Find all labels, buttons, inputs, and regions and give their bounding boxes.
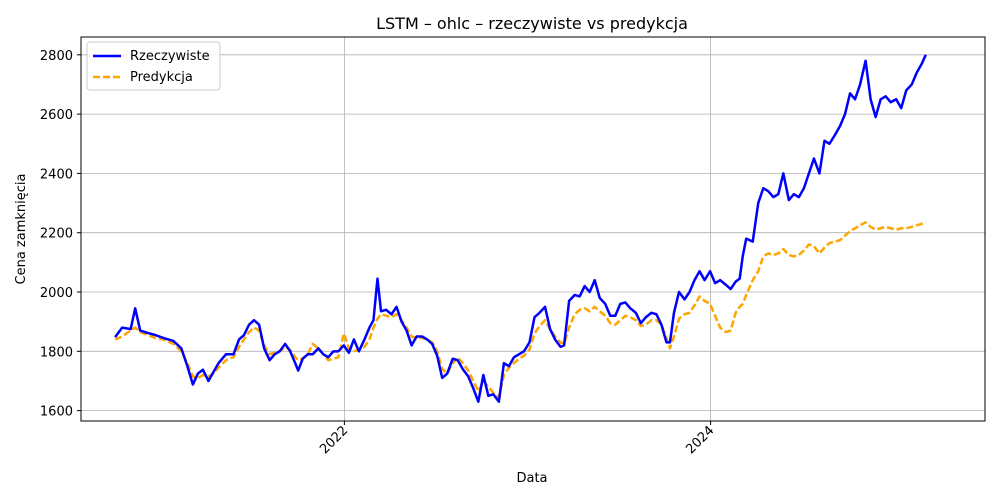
- y-tick-label: 1600: [40, 405, 73, 420]
- y-tick-label: 2200: [40, 227, 73, 242]
- y-tick-label: 2600: [40, 108, 73, 123]
- series-layer: [114, 54, 927, 403]
- plot-area-frame: [80, 36, 986, 422]
- grid: [81, 37, 985, 421]
- chart-title: LSTM – ohlc – rzeczywiste vs predykcja: [376, 14, 688, 33]
- legend: Rzeczywiste Predykcja: [86, 41, 221, 91]
- y-axis-title: Cena zamknięcia: [14, 174, 29, 285]
- y-tick-label: 1800: [40, 345, 73, 360]
- legend-label-rzeczywiste: Rzeczywiste: [130, 49, 210, 64]
- y-tick-label: 2800: [40, 49, 73, 64]
- series-line-rzeczywiste: [114, 54, 927, 403]
- y-tick-label: 2400: [40, 167, 73, 182]
- legend-box: [86, 41, 221, 91]
- y-tick-label: 2000: [40, 286, 73, 301]
- series-line-predykcja: [114, 221, 927, 399]
- legend-label-predykcja: Predykcja: [130, 70, 193, 85]
- x-axis-title: Data: [516, 471, 547, 486]
